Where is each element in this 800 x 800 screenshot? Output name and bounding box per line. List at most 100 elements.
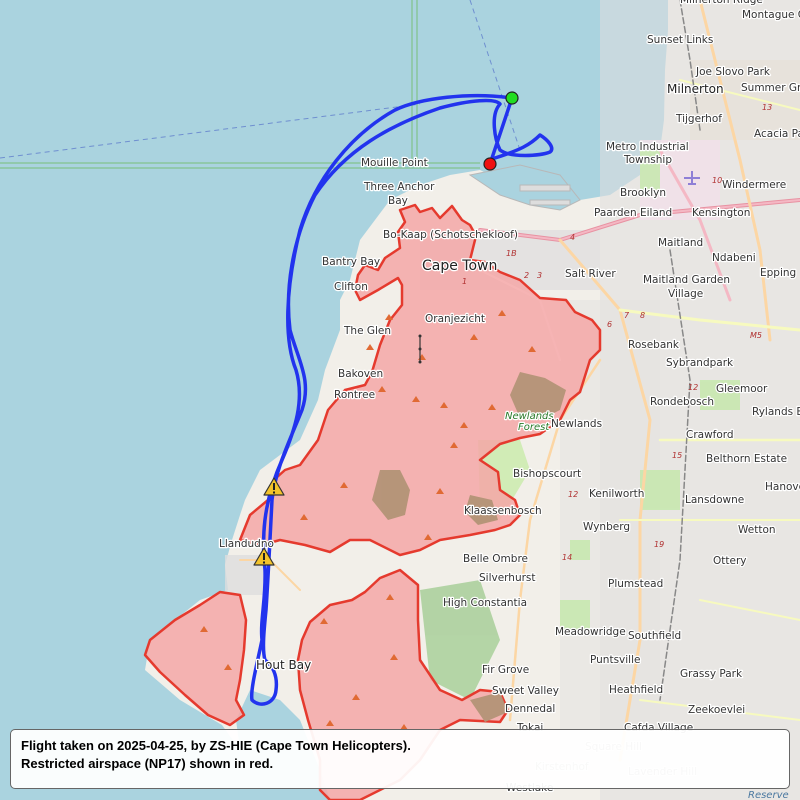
place-labels: Milnerton Ridge Montague Gardens Montagu… [218,0,800,795]
label-belthorn-estate: Belthorn Estate [706,453,787,465]
label-sunset-links: Sunset Links [647,34,713,46]
label-rontree: Rontree [334,389,375,401]
road-ref: 7 [624,311,630,320]
peak-markers [200,310,536,730]
flight-track [249,93,554,706]
road-ref: 19 [654,540,664,549]
label-reserve: Reserve [748,790,789,800]
label-montague-gardens: Montague Gardens [742,9,800,21]
label-gleemoor: Gleemoor [716,383,768,395]
label-metro-industrial: Metro Industrial [606,141,689,153]
road-ref: M5 [750,331,762,340]
label-acacia-park: Acacia Pa [754,128,800,140]
label-maitland: Maitland [658,237,703,249]
label-kenilworth: Kenilworth [589,488,644,500]
label-bantry-bay: Bantry Bay [322,256,380,268]
airport-icon [684,171,700,185]
label-llandudno: Llandudno [219,538,274,550]
label-joe-slovo-park: Joe Slovo Park [695,66,771,78]
road-ref: 1 [462,277,467,286]
label-kensington: Kensington [692,207,750,219]
warning-icon [263,477,285,496]
label-rylands: Rylands E [752,406,800,418]
label-zeekoevlei: Zeekoevlei [688,704,745,716]
label-heathfield: Heathfield [609,684,663,696]
label-dennedal: Dennedal [505,703,555,715]
road-ref: 6 [607,320,612,329]
label-hout-bay: Hout Bay [256,658,311,672]
road-ref: 12 [568,490,578,499]
road-ref: 12 [688,383,698,392]
road-ref: 3 [537,271,542,280]
mountain-peaks [372,372,566,722]
label-grassy-park: Grassy Park [680,668,743,680]
label-hanover: Hanove [765,481,800,493]
label-bakoven: Bakoven [338,368,383,380]
label-meadowridge: Meadowridge [555,626,626,638]
label-fir-grove: Fir Grove [482,664,529,676]
label-cape-town: Cape Town [422,258,497,274]
label-bishopscourt: Bishopscourt [513,468,581,480]
road-ref: 10 [712,176,722,185]
label-ottery: Ottery [713,555,747,567]
label-the-glen: The Glen [343,325,391,337]
road-ref: 2 [524,271,529,280]
label-salt-river: Salt River [565,268,616,280]
label-mouille-point: Mouille Point [361,157,428,169]
label-brooklyn: Brooklyn [620,187,666,199]
label-southfield: Southfield [628,630,681,642]
label-windermere: Windermere [722,179,786,191]
label-rosebank: Rosebank [628,339,680,351]
road-ref: 1B [506,249,517,258]
urban-areas [225,0,800,800]
road-ref: 14 [562,553,572,562]
label-silverhurst: Silverhurst [479,572,536,584]
caption-line-1: Flight taken on 2025-04-25, by ZS-HIE (C… [21,738,411,753]
label-belle-ombre: Belle Ombre [463,553,528,565]
restricted-zone-west [143,590,248,727]
label-newlands: Newlands [551,418,602,430]
label-puntsville: Puntsville [590,654,640,666]
label-township: Township [623,154,672,166]
label-village: Village [668,288,703,300]
label-ndabeni: Ndabeni [712,252,756,264]
cable-car-line [418,334,422,364]
label-newlands-forest: Newlands [505,411,554,422]
label-bay: Bay [388,195,408,207]
map-grid-lines [0,0,480,169]
airspace-boundary-lines [0,0,521,159]
road-ref: 4 [570,233,575,242]
label-summer-greens: Summer Gre [741,82,800,94]
label-paarden-eiland: Paarden Eiland [594,207,672,219]
end-point [483,157,497,171]
start-point [505,91,519,105]
label-sybrandpark: Sybrandpark [666,357,734,369]
label-tijgerhof: Tijgerhof [675,113,722,125]
label-klaassenbosch: Klaassenbosch [464,505,542,517]
label-epping: Epping [760,267,796,279]
road-ref: 8 [640,311,645,320]
label-maitland-garden: Maitland Garden [643,274,730,286]
harbour [468,164,581,211]
label-forest: Forest [518,422,550,433]
green-areas [420,150,740,700]
label-wynberg: Wynberg [583,521,630,533]
label-bo-kaap: Bo-Kaap (Schotschekloof) [383,229,518,241]
label-milnerton-ridge: Milnerton Ridge [680,0,763,6]
road-ref: 15 [672,451,682,460]
label-three-anchor-bay: Three Anchor [363,181,435,193]
label-sweet-valley: Sweet Valley [492,685,559,697]
road-ref: 13 [762,103,772,112]
label-clifton: Clifton [334,281,368,293]
label-wetton: Wetton [738,524,776,536]
label-lansdowne: Lansdowne [685,494,744,506]
label-oranjezicht: Oranjezicht [425,313,485,325]
label-high-constantia: High Constantia [443,597,527,609]
label-rondebosch: Rondebosch [650,396,714,408]
label-plumstead: Plumstead [608,578,663,590]
warning-icon [253,547,275,566]
caption-line-2: Restricted airspace (NP17) shown in red. [21,756,274,771]
label-milnerton: Milnerton [667,82,724,96]
flight-caption: Flight taken on 2025-04-25, by ZS-HIE (C… [10,729,790,789]
